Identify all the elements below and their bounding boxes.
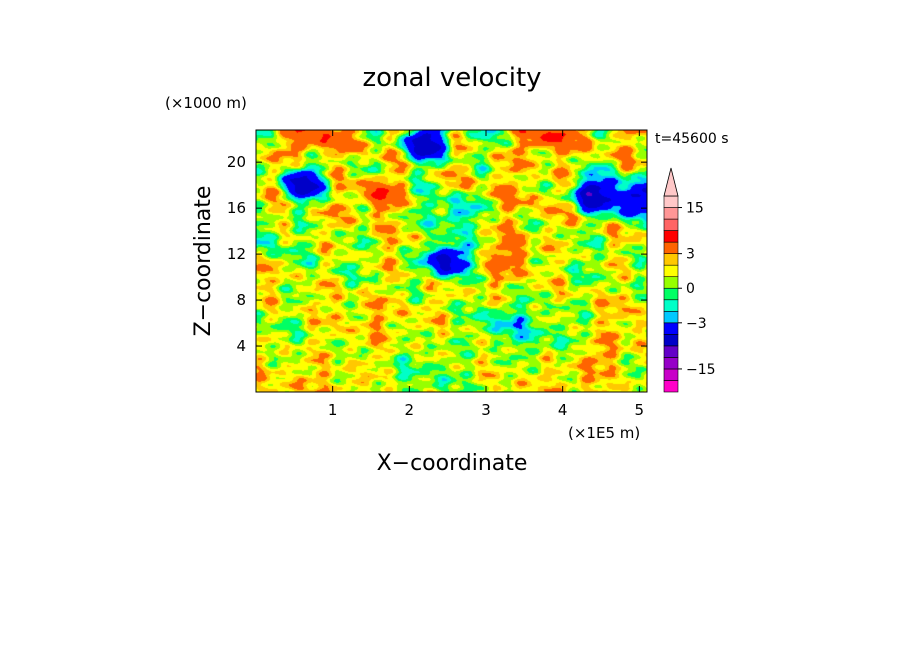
time-label: t=45600 s — [655, 131, 729, 147]
x-tick-label: 5 — [635, 401, 645, 419]
y-tick-label: 12 — [227, 245, 246, 263]
colorbar-swatch — [663, 380, 679, 393]
y-unit-label: (×1000 m) — [165, 94, 247, 112]
x-tick-label: 4 — [558, 401, 568, 419]
x-tick-label: 1 — [328, 401, 338, 419]
colorbar-swatch — [663, 368, 679, 381]
y-tick-label: 16 — [227, 199, 246, 217]
colorbar-swatch — [663, 253, 679, 266]
colorbar-swatch — [663, 207, 679, 220]
colorbar-tick-label: 0 — [686, 281, 695, 297]
plot-area — [255, 129, 648, 393]
colorbar-tick-label: −15 — [686, 362, 716, 378]
plot-frame — [255, 129, 648, 393]
x-tick-label: 2 — [405, 401, 415, 419]
colorbar-swatch — [663, 287, 679, 301]
colorbar-swatch — [663, 241, 679, 254]
colorbar-extend-arrow — [663, 167, 679, 197]
colorbar-swatch — [663, 264, 679, 278]
colorbar-swatch — [663, 230, 679, 243]
y-tick-label: 20 — [227, 153, 246, 171]
colorbar — [663, 167, 679, 393]
x-axis-ticks: 1 2 3 4 5 — [328, 130, 644, 419]
colorbar-swatch — [663, 299, 679, 312]
colorbar-tick-label: 3 — [686, 247, 695, 263]
colorbar-swatch — [663, 334, 679, 347]
colorbar-tick-label: 15 — [686, 201, 704, 217]
x-unit-label: (×1E5 m) — [568, 424, 640, 442]
colorbar-tick-label: −3 — [686, 316, 707, 332]
x-tick-label: 3 — [481, 401, 491, 419]
colorbar-swatch — [663, 276, 679, 289]
colorbar-swatch — [663, 195, 679, 208]
chart-title: zonal velocity — [362, 63, 541, 93]
x-axis-label: X−coordinate — [377, 451, 528, 476]
colorbar-swatch — [663, 345, 679, 358]
colorbar-swatch — [663, 322, 679, 335]
y-axis-ticks: 4 8 12 16 20 — [227, 153, 647, 355]
colorbar-labels: 15 3 0 −3 −15 — [678, 201, 716, 378]
y-tick-label: 8 — [236, 291, 246, 309]
colorbar-swatch — [663, 218, 679, 231]
heatmap-field — [256, 130, 647, 392]
y-axis-label: Z−coordinate — [191, 186, 216, 337]
y-tick-label: 4 — [236, 337, 246, 355]
colorbar-swatch — [663, 357, 679, 370]
colorbar-swatch — [663, 310, 679, 324]
